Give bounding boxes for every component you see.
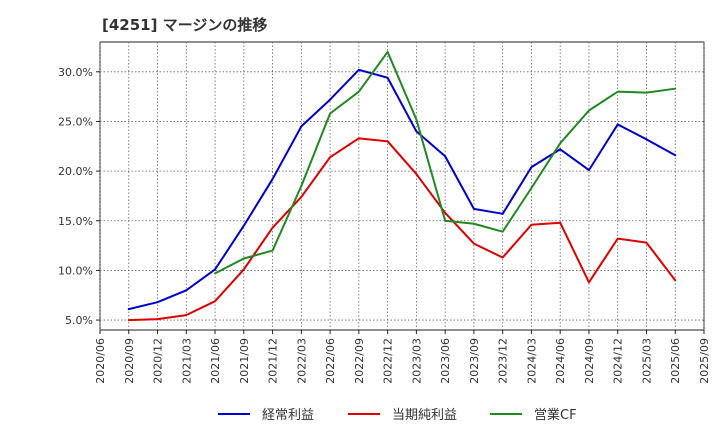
x-tick-label: 2025/06 [669,338,682,384]
x-tick-label: 2022/09 [353,338,366,384]
y-tick-label: 30.0% [58,66,93,79]
legend-label-2: 当期純利益 [392,408,457,423]
x-tick-label: 2025/09 [698,338,711,384]
x-tick-label: 2021/06 [209,338,222,384]
x-tick-label: 2024/12 [612,338,625,384]
series-line-3 [214,50,677,275]
y-axis-ticks: 5.0% 10.0% 15.0% 20.0% 25.0% 30.0% [58,66,100,327]
series-lines [127,50,677,322]
x-tick-label: 2022/06 [324,338,337,384]
y-tick-label: 20.0% [58,165,93,178]
x-tick-label: 2024/06 [554,338,567,384]
x-tick-label: 2023/06 [439,338,452,384]
x-tick-label: 2024/09 [583,338,596,384]
x-tick-label: 2023/03 [410,338,423,384]
y-tick-label: 10.0% [58,264,93,277]
x-tick-label: 2021/03 [180,338,193,384]
chart-title: [4251] マージンの推移 [102,16,268,34]
y-tick-label: 5.0% [65,314,93,327]
grid-lines [99,42,705,330]
x-tick-label: 2024/03 [525,338,538,384]
x-tick-label: 2022/03 [295,338,308,384]
x-tick-label: 2020/06 [94,338,107,384]
legend: 経常利益 当期純利益 営業CF [218,407,577,423]
y-tick-label: 25.0% [58,115,93,128]
x-axis-ticks: 2020/06 2020/09 2020/12 2021/03 2021/06 2021/… [94,330,711,384]
x-tick-label: 2021/09 [238,338,251,384]
legend-label-1: 経常利益 [262,408,314,423]
series-line-2 [127,137,677,322]
series-line-1 [127,68,677,311]
legend-label-3: 営業CF [534,407,577,423]
x-tick-label: 2023/12 [497,338,510,384]
x-tick-label: 2025/03 [640,338,653,384]
x-tick-label: 2022/12 [382,338,395,384]
y-tick-label: 15.0% [58,215,93,228]
x-tick-label: 2021/12 [267,338,280,384]
x-tick-label: 2023/09 [468,338,481,384]
x-tick-label: 2020/12 [152,338,165,384]
x-tick-label: 2020/09 [123,338,136,384]
